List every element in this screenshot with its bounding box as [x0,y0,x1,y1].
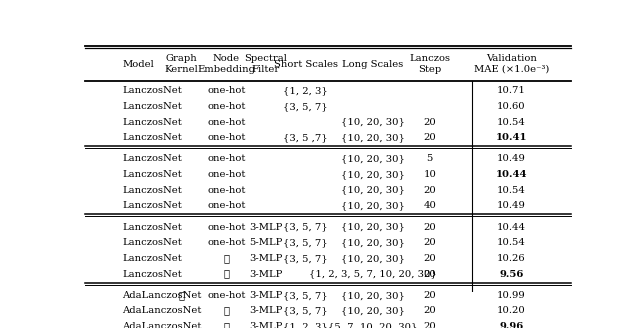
Text: AdaLanczosNet: AdaLanczosNet [122,306,202,316]
Text: LanczosNet: LanczosNet [122,238,182,247]
Text: 10.41: 10.41 [496,133,527,142]
Text: LanczosNet: LanczosNet [122,270,182,278]
Text: LanczosNet: LanczosNet [122,102,182,111]
Text: one-hot: one-hot [207,238,246,247]
Text: 9.96: 9.96 [499,322,524,328]
Text: {3, 5, 7}: {3, 5, 7} [284,238,328,247]
Text: {10, 20, 30}: {10, 20, 30} [340,201,404,210]
Text: AdaLanczosNet: AdaLanczosNet [122,322,202,328]
Text: Node
Embedding: Node Embedding [197,54,255,74]
Text: 5: 5 [426,154,433,163]
Text: 3-MLP: 3-MLP [250,223,283,232]
Text: 20: 20 [423,117,436,127]
Text: 20: 20 [423,322,436,328]
Text: 10.54: 10.54 [497,238,526,247]
Text: 10.20: 10.20 [497,306,526,316]
Text: 10.99: 10.99 [497,291,526,300]
Text: Model: Model [122,60,154,69]
Text: {10, 20, 30}: {10, 20, 30} [340,133,404,142]
Text: Short Scales: Short Scales [274,60,338,69]
Text: 20: 20 [423,133,436,142]
Text: one-hot: one-hot [207,117,246,127]
Text: LanczosNet: LanczosNet [122,133,182,142]
Text: ✓: ✓ [179,291,185,300]
Text: 20: 20 [423,254,436,263]
Text: 20: 20 [423,306,436,316]
Text: {1, 2, 3, 5, 7, 10, 20, 30}: {1, 2, 3, 5, 7, 10, 20, 30} [308,270,436,278]
Text: 3-MLP: 3-MLP [250,270,283,278]
Text: 10.26: 10.26 [497,254,526,263]
Text: {10, 20, 30}: {10, 20, 30} [340,254,404,263]
Text: 3-MLP: 3-MLP [250,306,283,316]
Text: ✓: ✓ [223,254,229,263]
Text: {3, 5, 7}: {3, 5, 7} [284,102,328,111]
Text: Validation
MAE (×1.0e⁻³): Validation MAE (×1.0e⁻³) [474,54,549,74]
Text: one-hot: one-hot [207,186,246,195]
Text: one-hot: one-hot [207,201,246,210]
Text: LanczosNet: LanczosNet [122,223,182,232]
Text: 20: 20 [423,223,436,232]
Text: 20: 20 [423,270,436,278]
Text: 3-MLP: 3-MLP [250,322,283,328]
Text: {10, 20, 30}: {10, 20, 30} [340,117,404,127]
Text: LanczosNet: LanczosNet [122,86,182,95]
Text: 9.56: 9.56 [499,270,524,278]
Text: one-hot: one-hot [207,154,246,163]
Text: Spectral
Filter: Spectral Filter [244,54,287,74]
Text: 3-MLP: 3-MLP [250,254,283,263]
Text: ✓: ✓ [223,306,229,316]
Text: 3-MLP: 3-MLP [250,291,283,300]
Text: 10.60: 10.60 [497,102,526,111]
Text: {10, 20, 30}: {10, 20, 30} [340,306,404,316]
Text: 10.49: 10.49 [497,201,526,210]
Text: LanczosNet: LanczosNet [122,154,182,163]
Text: {3, 5, 7}: {3, 5, 7} [284,223,328,232]
Text: 10.44: 10.44 [496,170,527,179]
Text: LanczosNet: LanczosNet [122,201,182,210]
Text: {3, 5 ,7}: {3, 5 ,7} [284,133,328,142]
Text: {5, 7, 10, 20, 30}: {5, 7, 10, 20, 30} [328,322,417,328]
Text: 10.54: 10.54 [497,186,526,195]
Text: {1, 2, 3}: {1, 2, 3} [284,86,328,95]
Text: LanczosNet: LanczosNet [122,254,182,263]
Text: Long Scales: Long Scales [342,60,403,69]
Text: LanczosNet: LanczosNet [122,117,182,127]
Text: LanczosNet: LanczosNet [122,170,182,179]
Text: 20: 20 [423,238,436,247]
Text: LanczosNet: LanczosNet [122,186,182,195]
Text: Graph
Kernel: Graph Kernel [165,54,198,74]
Text: 10.54: 10.54 [497,117,526,127]
Text: AdaLanczosNet: AdaLanczosNet [122,291,202,300]
Text: {3, 5, 7}: {3, 5, 7} [284,291,328,300]
Text: Lanczos
Step: Lanczos Step [409,54,450,74]
Text: one-hot: one-hot [207,223,246,232]
Text: {10, 20, 30}: {10, 20, 30} [340,223,404,232]
Text: {10, 20, 30}: {10, 20, 30} [340,170,404,179]
Text: one-hot: one-hot [207,102,246,111]
Text: 40: 40 [423,201,436,210]
Text: one-hot: one-hot [207,170,246,179]
Text: 10: 10 [423,170,436,179]
Text: {3, 5, 7}: {3, 5, 7} [284,306,328,316]
Text: one-hot: one-hot [207,291,246,300]
Text: 10.44: 10.44 [497,223,526,232]
Text: {3, 5, 7}: {3, 5, 7} [284,254,328,263]
Text: 20: 20 [423,186,436,195]
Text: ✓: ✓ [223,322,229,328]
Text: 10.71: 10.71 [497,86,526,95]
Text: one-hot: one-hot [207,86,246,95]
Text: 5-MLP: 5-MLP [250,238,283,247]
Text: ✓: ✓ [223,270,229,278]
Text: {10, 20, 30}: {10, 20, 30} [340,186,404,195]
Text: {10, 20, 30}: {10, 20, 30} [340,291,404,300]
Text: {10, 20, 30}: {10, 20, 30} [340,238,404,247]
Text: 20: 20 [423,291,436,300]
Text: 10.49: 10.49 [497,154,526,163]
Text: {1, 2, 3}: {1, 2, 3} [284,322,328,328]
Text: {10, 20, 30}: {10, 20, 30} [340,154,404,163]
Text: one-hot: one-hot [207,133,246,142]
